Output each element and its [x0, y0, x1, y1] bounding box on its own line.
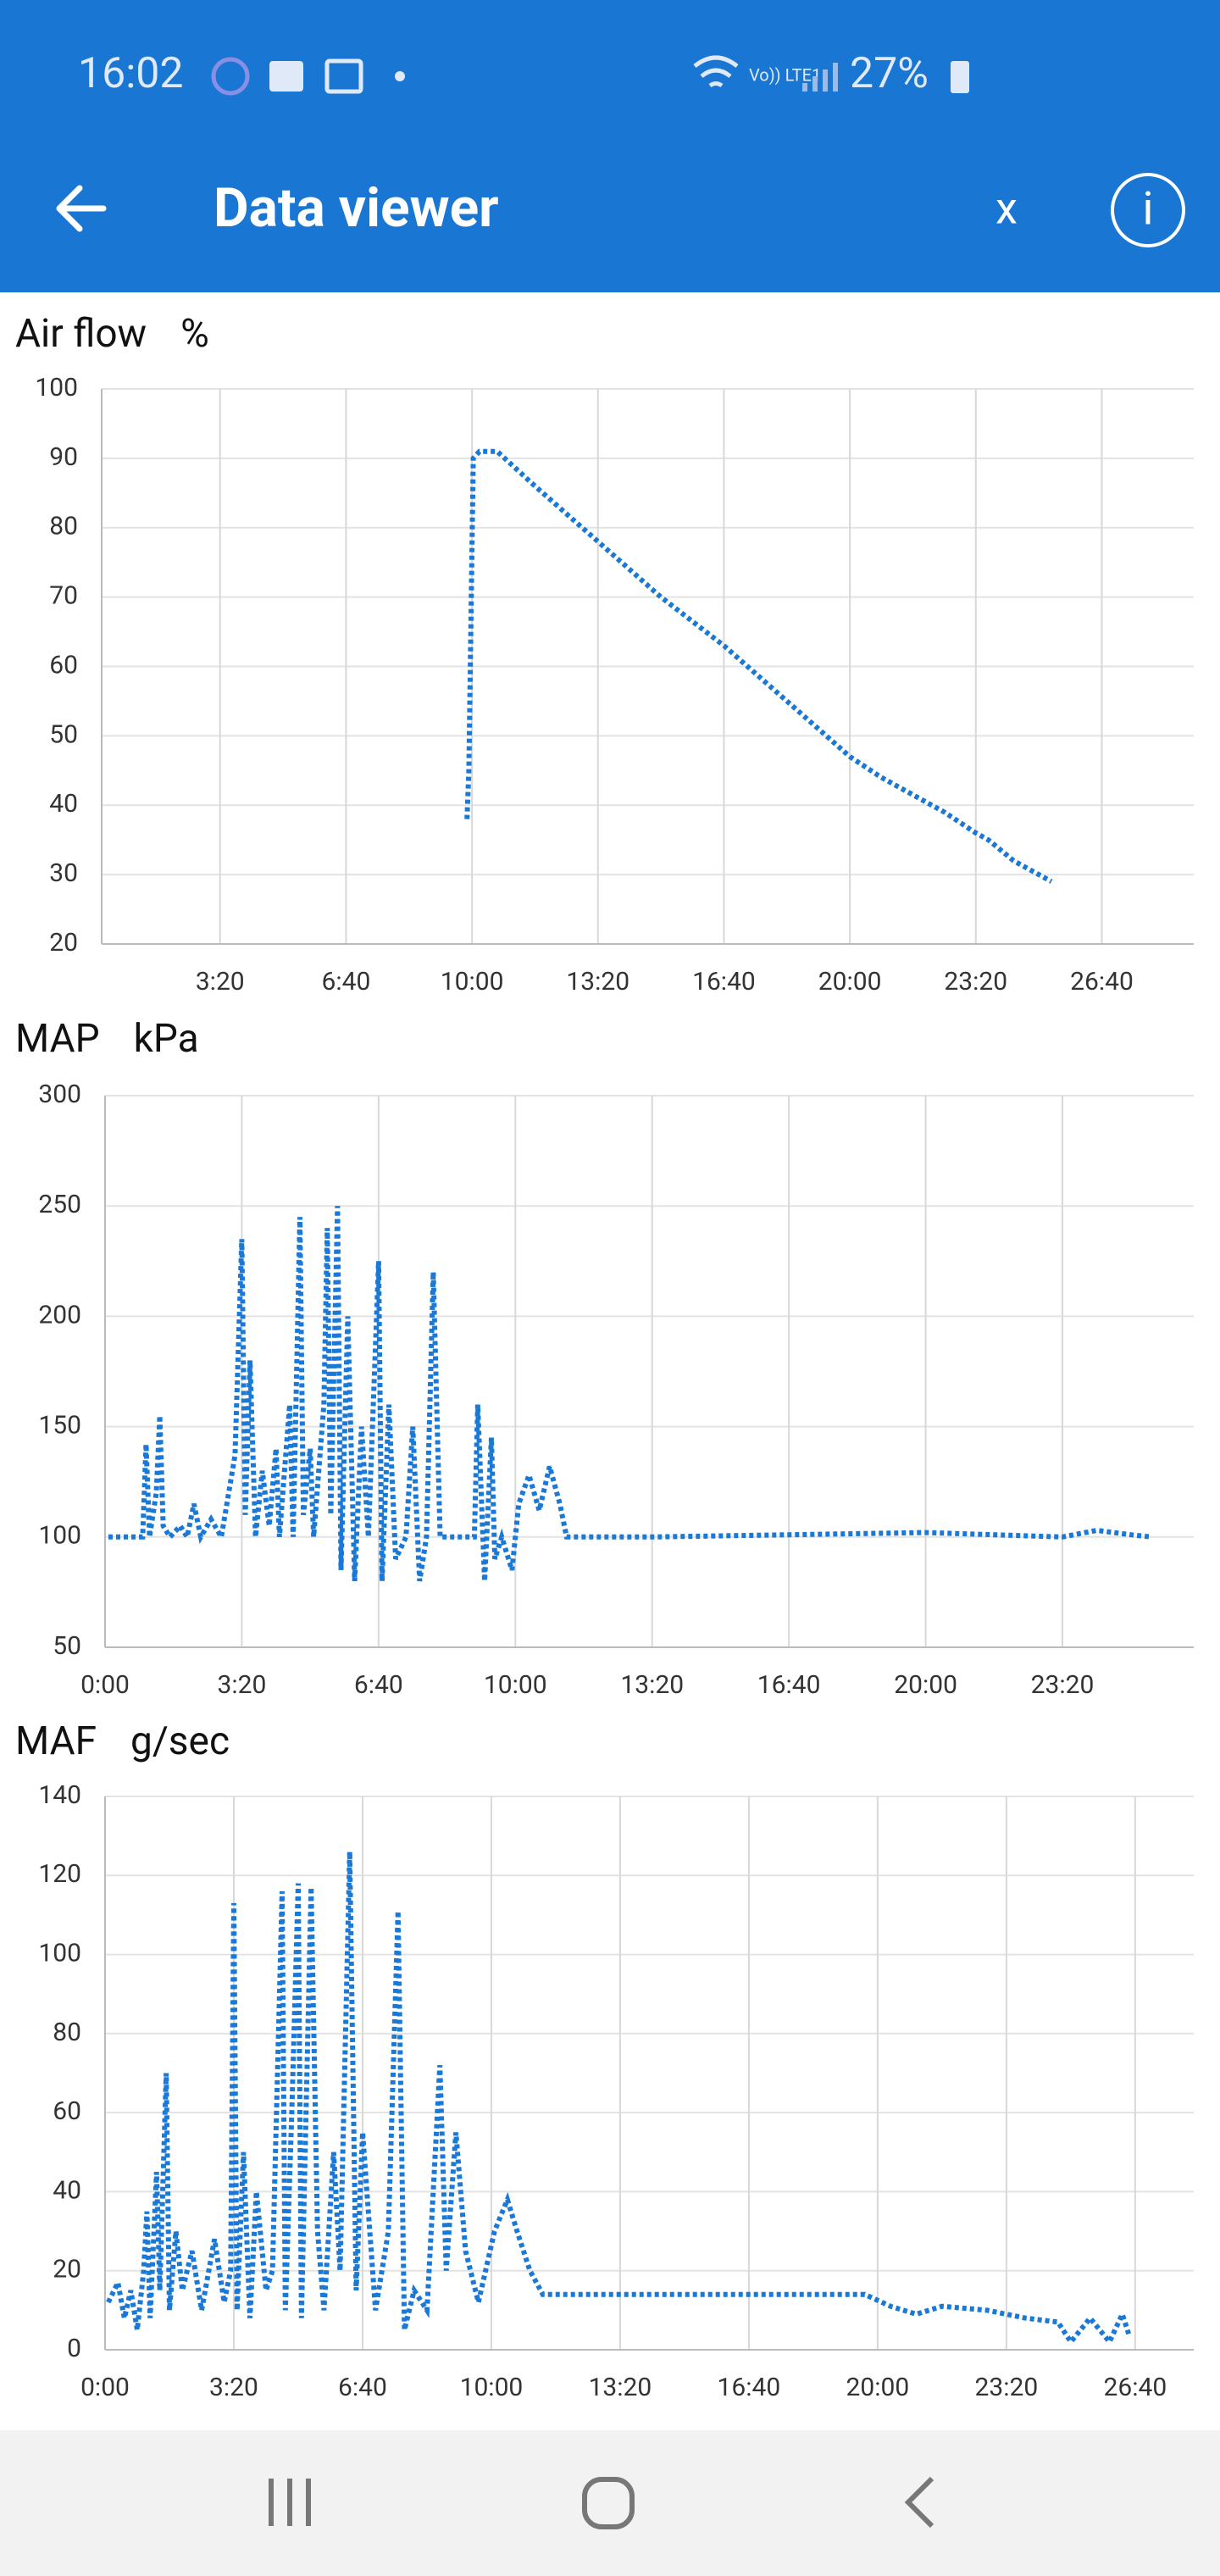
x-tick-label: 16:40 — [718, 2373, 781, 2402]
x-tick-label: 16:40 — [692, 967, 756, 997]
y-tick-label: 250 — [38, 1190, 81, 1219]
y-tick-label: 40 — [53, 2175, 81, 2205]
y-tick-label: 100 — [38, 1938, 81, 1968]
x-tick-label: 23:20 — [1031, 1670, 1095, 1700]
x-tick-label: 20:00 — [846, 2373, 910, 2402]
chart-unit: kPa — [134, 1016, 199, 1062]
y-tick-label: 70 — [49, 581, 78, 611]
y-tick-label: 60 — [49, 650, 78, 680]
x-tick-label: 13:20 — [566, 967, 629, 997]
x-tick-label: 3:20 — [196, 967, 245, 997]
app-header — [0, 0, 1220, 292]
y-tick-label: 100 — [35, 373, 78, 402]
x-tick-label: 0:00 — [80, 1670, 130, 1700]
fingerprint-icon — [211, 57, 250, 96]
nav-back-button[interactable] — [904, 2476, 934, 2529]
battery-icon — [951, 61, 969, 93]
x-tick-label: 10:00 — [460, 2373, 524, 2402]
y-tick-label: 30 — [49, 858, 78, 888]
y-tick-label: 60 — [53, 2096, 81, 2126]
x-tick-label: 23:20 — [975, 2373, 1039, 2402]
x-tick-label: 3:20 — [209, 2373, 258, 2402]
y-tick-label: 90 — [49, 442, 78, 472]
y-tick-label: 80 — [53, 2018, 81, 2047]
x-tick-label: 26:40 — [1103, 2373, 1167, 2402]
y-tick-label: 200 — [38, 1300, 81, 1330]
y-tick-label: 0 — [67, 2334, 81, 2363]
x-tick-label: 6:40 — [321, 967, 370, 997]
y-tick-label: 100 — [38, 1521, 81, 1551]
wifi-icon — [693, 55, 739, 88]
y-tick-label: 300 — [38, 1080, 81, 1109]
status-time: 16:02 — [78, 49, 184, 98]
x-tick-label: 10:00 — [441, 967, 504, 997]
battery-level: 27% — [850, 49, 929, 98]
y-tick-label: 140 — [38, 1780, 81, 1810]
x-tick-label: 13:20 — [589, 2373, 652, 2402]
data-line — [464, 448, 1053, 884]
data-line — [108, 1206, 1152, 1582]
y-tick-label: 150 — [38, 1411, 81, 1441]
signal-icon — [802, 63, 838, 92]
x-tick-label: 20:00 — [894, 1670, 957, 1700]
chart-title: Air flow — [15, 311, 147, 357]
info-glyph: i — [1142, 182, 1153, 236]
chart-unit: g/sec — [130, 1718, 230, 1764]
gallery-icon — [269, 61, 303, 92]
y-tick-label: 120 — [38, 1859, 81, 1889]
info-button[interactable] — [1111, 173, 1185, 247]
dot-icon — [395, 71, 405, 81]
x-tick-label: 3:20 — [218, 1670, 267, 1700]
home-button[interactable] — [582, 2477, 635, 2529]
close-button[interactable]: x — [995, 183, 1018, 235]
x-tick-label: 16:40 — [757, 1670, 821, 1700]
back-button[interactable] — [56, 185, 107, 232]
y-tick-label: 40 — [49, 789, 78, 819]
network-label: Vo)) LTE1 — [749, 64, 821, 85]
x-tick-label: 20:00 — [818, 967, 882, 997]
y-tick-label: 20 — [53, 2255, 81, 2285]
x-tick-label: 13:20 — [620, 1670, 684, 1700]
chart-title: MAF — [15, 1718, 97, 1764]
recents-button[interactable] — [269, 2479, 311, 2526]
x-tick-label: 6:40 — [338, 2373, 387, 2402]
y-tick-label: 50 — [49, 719, 78, 749]
x-tick-label: 6:40 — [354, 1670, 403, 1700]
x-tick-label: 0:00 — [80, 2373, 130, 2402]
y-tick-label: 50 — [53, 1631, 81, 1661]
chart-title: MAP — [15, 1016, 100, 1062]
calendar-icon — [324, 58, 363, 94]
data-line — [106, 1852, 1132, 2347]
x-tick-label: 10:00 — [484, 1670, 547, 1700]
x-tick-label: 26:40 — [1070, 967, 1134, 997]
chart-unit: % — [180, 311, 209, 357]
navigation-bar — [0, 2430, 1220, 2576]
y-tick-label: 20 — [49, 928, 78, 958]
y-tick-label: 80 — [49, 512, 78, 541]
screen-title: Data viewer — [214, 176, 499, 240]
x-tick-label: 23:20 — [944, 967, 1007, 997]
